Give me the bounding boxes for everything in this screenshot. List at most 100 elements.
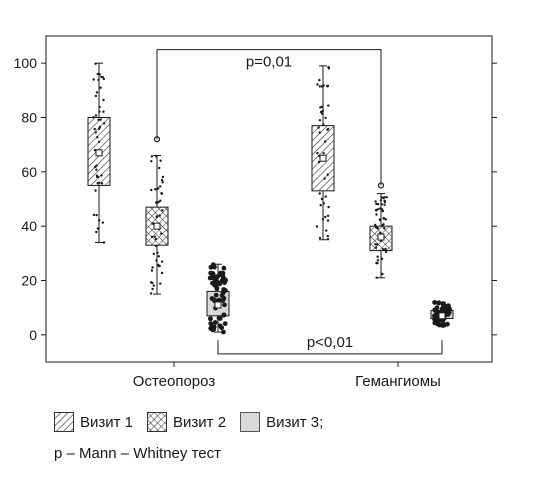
data-point xyxy=(212,281,218,287)
data-point xyxy=(98,219,101,222)
data-point xyxy=(98,110,101,113)
plot-frame xyxy=(45,35,493,363)
data-point xyxy=(324,215,327,219)
data-point xyxy=(326,85,329,88)
data-point xyxy=(208,321,214,326)
data-point xyxy=(374,200,377,203)
data-point xyxy=(432,300,437,305)
data-point xyxy=(98,73,101,76)
data-point xyxy=(160,260,164,263)
data-point xyxy=(151,266,154,269)
legend-label: Визит 1 xyxy=(80,413,134,431)
data-point xyxy=(151,287,154,291)
data-point xyxy=(102,77,106,81)
box-2-2 xyxy=(369,182,393,279)
data-point xyxy=(320,112,324,115)
data-point xyxy=(445,305,450,310)
data-point xyxy=(158,166,161,170)
data-point xyxy=(326,173,329,176)
data-point xyxy=(150,188,153,192)
data-point xyxy=(380,203,383,206)
data-point xyxy=(327,104,330,107)
data-point xyxy=(381,272,384,276)
data-point xyxy=(378,218,382,221)
legend-item-visit-3: Визит 3; xyxy=(240,412,323,432)
y-tick-label: 0 xyxy=(29,327,37,343)
data-point xyxy=(221,312,227,318)
data-point xyxy=(326,234,329,238)
data-point xyxy=(153,235,156,238)
data-point xyxy=(375,208,378,212)
data-point xyxy=(150,269,154,272)
data-point xyxy=(92,78,95,81)
data-point xyxy=(326,219,330,222)
data-point xyxy=(383,203,386,206)
data-point xyxy=(96,227,100,230)
data-point xyxy=(321,109,325,113)
data-point xyxy=(319,110,323,114)
data-point xyxy=(375,202,378,206)
data-point xyxy=(157,200,160,204)
data-point xyxy=(374,243,377,246)
data-point xyxy=(154,244,158,248)
data-point xyxy=(210,271,216,276)
data-point xyxy=(316,83,319,86)
data-point xyxy=(161,175,165,179)
data-point xyxy=(376,259,380,262)
data-point xyxy=(156,251,159,254)
data-point xyxy=(97,118,100,122)
legend-swatch-solid-gray xyxy=(240,412,261,432)
data-point xyxy=(102,241,106,244)
median-marker xyxy=(153,222,161,230)
data-point xyxy=(327,67,331,70)
y-tick-label: 60 xyxy=(21,164,37,180)
data-point xyxy=(383,200,387,204)
data-point xyxy=(95,213,98,217)
y-tick-label: 40 xyxy=(21,218,37,234)
median-marker xyxy=(319,154,327,162)
data-point xyxy=(92,213,96,217)
data-point xyxy=(102,110,105,113)
data-point xyxy=(96,182,99,185)
data-point xyxy=(157,263,160,267)
data-point xyxy=(102,98,105,102)
data-point xyxy=(380,257,384,260)
data-point xyxy=(318,131,321,134)
data-point xyxy=(376,255,379,258)
x-category-label: Остеопороз xyxy=(133,373,216,390)
data-point xyxy=(96,72,100,76)
data-point xyxy=(384,218,387,221)
data-point xyxy=(94,94,98,98)
box-1-2 xyxy=(311,65,335,241)
data-point xyxy=(160,178,164,182)
data-point xyxy=(383,227,386,230)
data-point xyxy=(322,152,325,155)
data-point xyxy=(215,274,220,280)
data-point xyxy=(150,235,154,238)
data-point xyxy=(155,215,158,219)
significance-bracket xyxy=(156,49,382,186)
data-point xyxy=(95,91,99,94)
data-point xyxy=(157,187,160,190)
data-point xyxy=(95,230,98,234)
data-point xyxy=(327,205,330,209)
data-point xyxy=(152,252,155,255)
data-point xyxy=(379,231,382,234)
data-point xyxy=(384,250,388,254)
data-point xyxy=(322,202,325,205)
data-point xyxy=(321,218,325,221)
data-point xyxy=(161,181,164,184)
legend-item-visit-1: Визит 1 xyxy=(54,412,133,432)
data-point xyxy=(154,237,158,241)
y-tick-label: 100 xyxy=(14,55,38,71)
data-point xyxy=(318,78,321,82)
data-point xyxy=(320,105,324,109)
data-point xyxy=(381,224,384,227)
data-point xyxy=(326,128,329,131)
data-point xyxy=(149,292,153,295)
data-point xyxy=(100,75,103,79)
data-point xyxy=(381,209,385,213)
data-point xyxy=(158,214,161,217)
median-marker xyxy=(438,312,446,320)
data-point xyxy=(325,229,328,232)
